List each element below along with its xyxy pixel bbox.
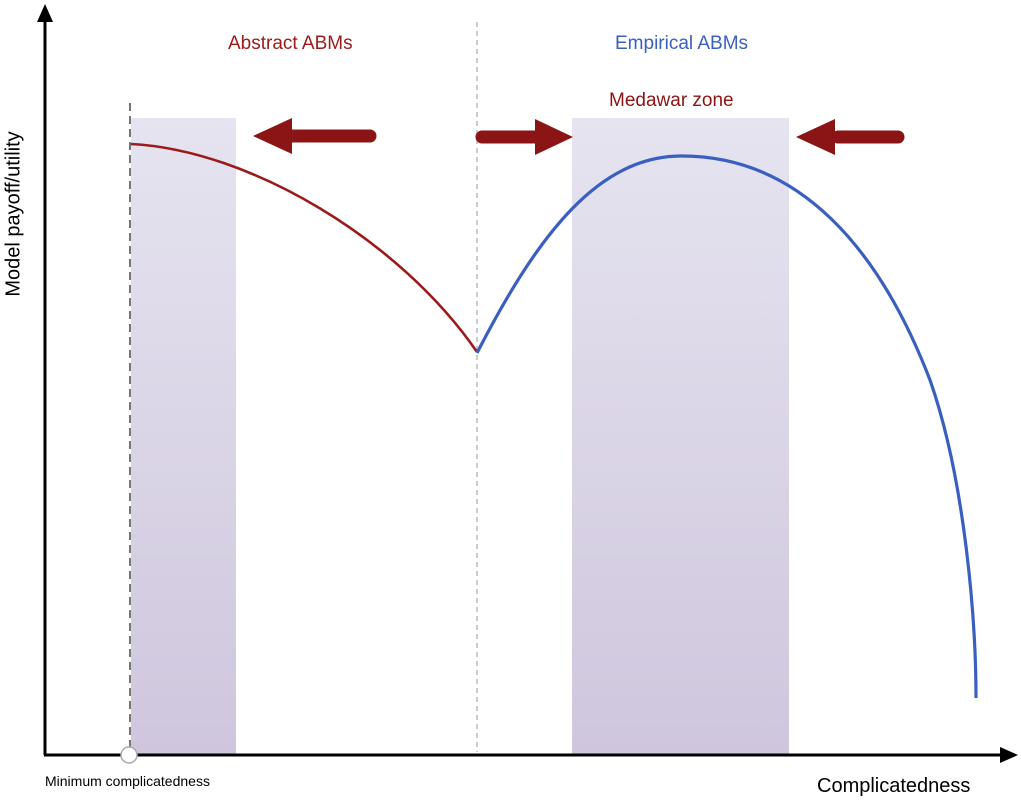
abstract-payoff-curve xyxy=(130,142,479,353)
abstract-abms-label: Abstract ABMs xyxy=(228,33,353,54)
left-arrow-abstract xyxy=(253,118,377,154)
medawar-band xyxy=(572,118,789,754)
empirical-abms-label: Empirical ABMs xyxy=(615,33,749,54)
x-axis-label: Complicatedness xyxy=(817,775,971,797)
abstract-band xyxy=(131,118,236,754)
minimum-complicatedness-label: Minimum complicatedness xyxy=(45,773,210,789)
minimum-complicatedness-marker xyxy=(120,746,138,764)
x-axis-arrowhead xyxy=(1000,747,1018,763)
empirical-payoff-curve xyxy=(475,154,978,699)
medawar-zone-label: Medawar zone xyxy=(609,90,734,111)
left-arrow-empirical xyxy=(796,119,905,155)
y-axis-arrowhead xyxy=(37,4,53,22)
y-axis-label: Model payoff/utility xyxy=(2,131,25,297)
right-arrow-empirical xyxy=(475,119,573,155)
